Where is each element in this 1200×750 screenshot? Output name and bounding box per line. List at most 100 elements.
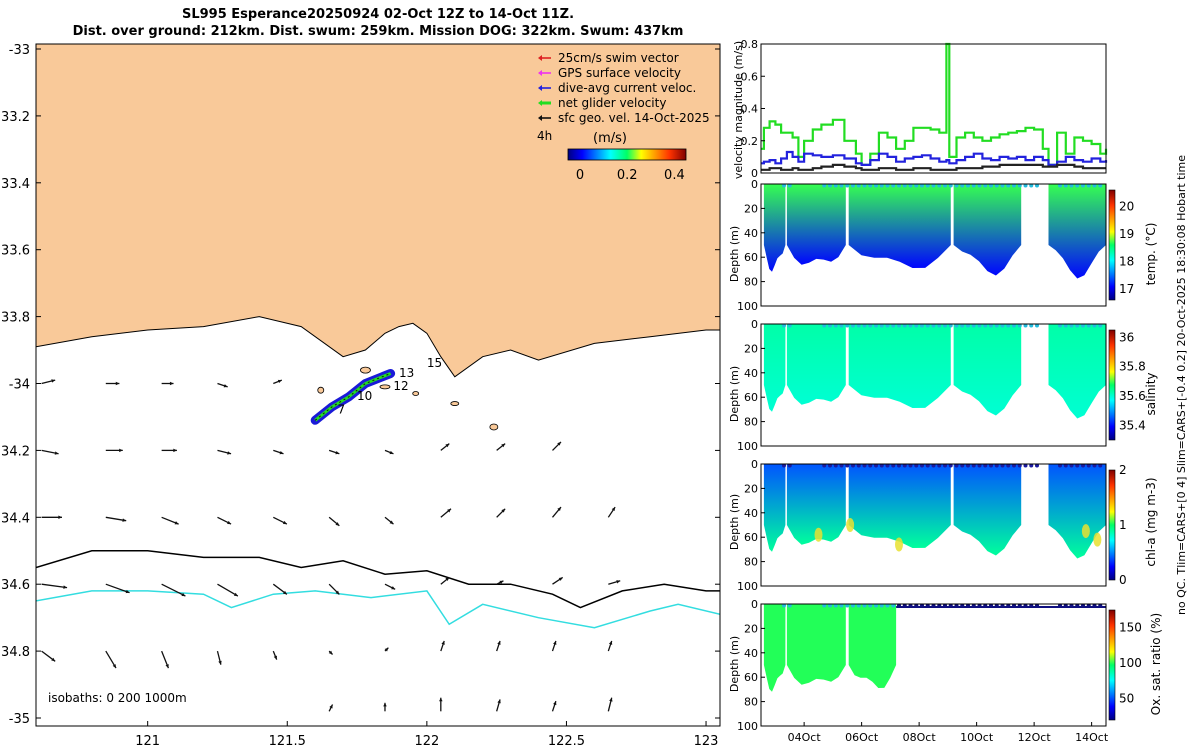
velocity-y-tick-label: 0.4: [741, 103, 759, 116]
geo-velocity-arrow: [440, 640, 445, 652]
chla-maximum: [846, 518, 855, 532]
legend-arrowhead: [538, 100, 542, 106]
geo-velocity-arrow: [607, 697, 613, 712]
depth-tick-label: 80: [744, 416, 758, 429]
depth-tick-label: 20: [744, 202, 758, 215]
geo-velocity-arrow: [384, 516, 394, 525]
geo-velocity-arrow: [105, 448, 123, 453]
island: [450, 401, 460, 406]
geo-velocity-arrow: [440, 576, 450, 585]
map-frame: [35, 43, 721, 727]
geo-velocity-arrow: [161, 650, 170, 669]
colorbar-tick-label: 2: [1119, 463, 1127, 477]
salinity-frame: [760, 323, 1107, 447]
colorbar-tick-label: 1: [1119, 518, 1127, 532]
geo-velocity-arrow: [551, 640, 557, 652]
depth-tick-label: 40: [744, 227, 758, 240]
isobaths-label: isobaths: 0 200 1000m: [48, 691, 187, 705]
salinity-plot: 0 20 40 60 80 100 35.4 35.6 35.8 36: [737, 318, 1146, 453]
chla-frame: [760, 463, 1107, 587]
salinity-segment: [848, 324, 951, 408]
depth-tick-label: 0: [751, 598, 758, 611]
time-tick-label: 12Oct: [1018, 731, 1052, 744]
legend-item: dive-avg current veloc.: [538, 81, 696, 95]
oxygen-segment: [763, 604, 786, 692]
colorbar-tick-label: 20: [1119, 200, 1134, 214]
geo-velocity-arrow: [217, 516, 232, 525]
time-axis-ticks: 04Oct 06Oct 08Oct 10Oct 12Oct 14Oct: [788, 722, 1109, 744]
geo-velocity-arrow: [496, 580, 504, 585]
velocity-series: [761, 42, 1108, 171]
salinity-segment: [953, 324, 1022, 416]
island: [489, 423, 499, 431]
lat-tick-label: -33: [9, 43, 30, 58]
salinity-segment: [1048, 324, 1106, 419]
colorbar-tick-label: 0: [576, 168, 584, 183]
velocity-line-2: [761, 163, 1106, 171]
temperature-colorbar: [1108, 189, 1116, 301]
colorbar-tick-label: 0.2: [617, 168, 638, 183]
velocity-y-tick-label: 0: [751, 167, 758, 180]
salinity-colorbar-label: salinity: [1144, 372, 1158, 415]
section-temperature: Depth (m) temp. (°C): [728, 223, 1158, 286]
colorbar-tick-label: 50: [1119, 692, 1134, 706]
oxygen-ylabel: Depth (m): [728, 636, 741, 692]
chla-segment: [953, 464, 1022, 556]
track-day-label: 7: [338, 403, 346, 417]
oxygen-segment: [786, 604, 846, 685]
geo-velocity-arrow: [273, 449, 284, 455]
chla-segment: [763, 464, 786, 552]
legend-colorbar: [567, 148, 687, 161]
depth-tick-label: 100: [737, 300, 758, 313]
geo-velocity-arrow: [384, 449, 394, 455]
depth-tick-label: 60: [744, 251, 758, 264]
legend-item: 25cm/s swim vector: [538, 51, 679, 65]
depth-tick-label: 100: [737, 720, 758, 733]
lat-tick-label: 34.2: [1, 444, 30, 459]
colorbar-tick-label: 35.6: [1119, 389, 1146, 403]
section-oxygen: Depth (m) Ox. sat. ratio (%): [728, 613, 1163, 715]
colorbar-tick-label: 35.8: [1119, 360, 1146, 374]
depth-tick-label: 60: [744, 531, 758, 544]
geo-velocity-arrow: [552, 441, 562, 451]
colorbar-tick-label: 19: [1119, 227, 1134, 241]
geo-velocity-arrow: [273, 379, 283, 385]
lat-tick-label: 34.8: [1, 645, 30, 660]
chla-segment: [786, 464, 846, 545]
geo-velocity-arrow: [607, 506, 616, 518]
temperature-plot: 0 20 40 60 80 100 17 18 19 20: [737, 178, 1134, 313]
chla-ylabel: Depth (m): [728, 494, 741, 550]
lon-tick-label: 122: [414, 734, 439, 749]
lat-tick-label: 33.6: [1, 244, 30, 259]
chla-maximum: [814, 527, 823, 542]
map-latitude-ticks: -33 33.2 33.4 33.6 33.8 -34 34.2 34.4 34.6 34.8 -3…: [1, 43, 720, 727]
salinity-segment: [786, 324, 846, 405]
lat-tick-label: 33.2: [1, 110, 30, 125]
legend-arrowhead: [538, 70, 542, 76]
geo-velocity-arrow: [496, 699, 501, 712]
colorbar-tick-label: 36: [1119, 330, 1134, 344]
track-day-label: 10: [357, 389, 372, 403]
island: [379, 384, 391, 390]
track-day-label: 12: [393, 379, 408, 393]
geo-velocity-arrow: [607, 640, 613, 652]
depth-tick-label: 40: [744, 647, 758, 660]
lat-tick-label: -35: [9, 712, 30, 727]
geo-velocity-arrow: [496, 443, 506, 451]
geo-velocity-arrow: [328, 704, 334, 712]
legend-colorbar-title: (m/s): [593, 131, 627, 146]
side-info-label: no QC. Tlim=CARS+[0 4] Slim=CARS+[-0.4 0…: [1175, 155, 1188, 615]
oxygen-colorbar-label: Ox. sat. ratio (%): [1149, 613, 1163, 715]
map-islands: [317, 366, 499, 431]
depth-tick-label: 80: [744, 696, 758, 709]
geo-velocity-arrow: [496, 508, 506, 518]
geo-velocity-arrow: [41, 515, 62, 520]
geo-velocity-arrow: [217, 382, 228, 388]
geo-velocity-arrow: [41, 583, 68, 589]
temperature-segment: [1048, 184, 1106, 279]
legend-arrowhead: [538, 85, 542, 91]
figure-title: SL995 Esperance20250924 02-Oct 12Z to 14…: [36, 6, 720, 40]
island: [412, 391, 420, 396]
track-centerline: [314, 373, 391, 421]
